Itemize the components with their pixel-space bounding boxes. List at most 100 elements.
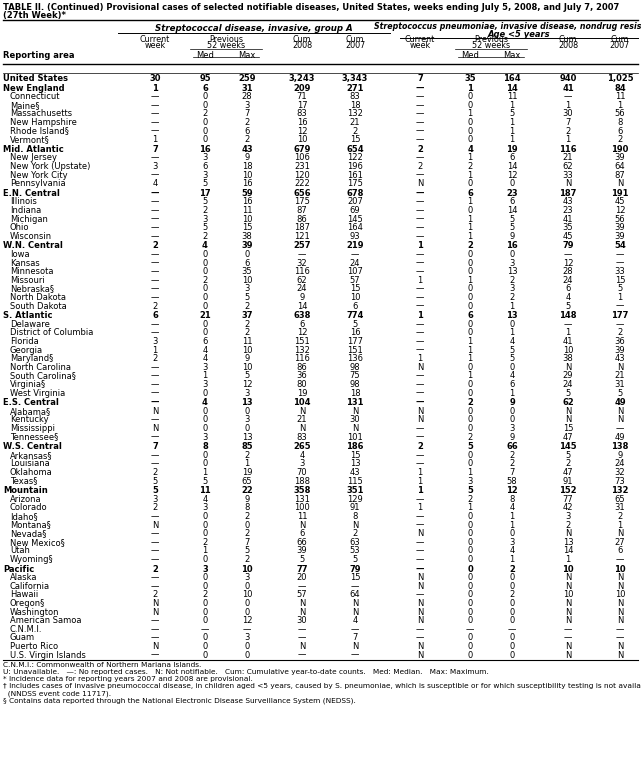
Text: Oklahoma: Oklahoma <box>10 468 53 477</box>
Text: 0: 0 <box>510 642 515 651</box>
Text: 0: 0 <box>467 650 472 660</box>
Text: N: N <box>352 424 358 433</box>
Text: 0: 0 <box>467 512 472 521</box>
Text: N: N <box>152 599 158 608</box>
Text: S. Atlantic: S. Atlantic <box>3 312 53 320</box>
Text: 1: 1 <box>467 171 472 179</box>
Text: N: N <box>352 407 358 416</box>
Text: 43: 43 <box>563 197 573 207</box>
Text: 358: 358 <box>294 486 311 495</box>
Text: —: — <box>151 388 159 398</box>
Text: —: — <box>564 320 572 329</box>
Text: N: N <box>565 608 571 617</box>
Text: 0: 0 <box>467 127 472 136</box>
Text: —: — <box>416 101 424 110</box>
Text: 5: 5 <box>152 486 158 495</box>
Text: —: — <box>416 565 424 573</box>
Text: 4: 4 <box>203 495 208 503</box>
Text: 66: 66 <box>297 538 308 547</box>
Text: 65: 65 <box>242 476 253 486</box>
Text: 1: 1 <box>417 312 423 320</box>
Text: New York City: New York City <box>10 171 67 179</box>
Text: (NNDSS event code 11717).: (NNDSS event code 11717). <box>3 690 111 697</box>
Text: Alabama§: Alabama§ <box>10 407 51 416</box>
Text: 8: 8 <box>510 495 515 503</box>
Text: 4: 4 <box>510 371 515 381</box>
Text: 2: 2 <box>244 512 249 521</box>
Text: 73: 73 <box>615 476 626 486</box>
Text: 7: 7 <box>152 442 158 451</box>
Text: 271: 271 <box>346 84 363 92</box>
Text: —: — <box>416 398 424 407</box>
Text: 13: 13 <box>563 538 573 547</box>
Text: N: N <box>352 599 358 608</box>
Text: 35: 35 <box>464 74 476 83</box>
Text: 21: 21 <box>199 312 211 320</box>
Text: 15: 15 <box>350 451 360 460</box>
Text: 1: 1 <box>565 555 570 564</box>
Text: 14: 14 <box>507 206 517 215</box>
Text: 5: 5 <box>467 486 473 495</box>
Text: 0: 0 <box>510 608 515 617</box>
Text: 64: 64 <box>350 591 360 599</box>
Text: 12: 12 <box>615 206 625 215</box>
Text: 0: 0 <box>467 608 472 617</box>
Text: 41: 41 <box>563 337 573 346</box>
Text: —: — <box>564 633 572 643</box>
Text: 1: 1 <box>203 546 208 556</box>
Text: —: — <box>416 495 424 503</box>
Text: 1: 1 <box>467 153 472 162</box>
Text: 47: 47 <box>563 468 573 477</box>
Text: 4: 4 <box>510 503 515 512</box>
Text: 49: 49 <box>615 433 625 441</box>
Text: 2: 2 <box>244 555 249 564</box>
Text: —: — <box>416 206 424 215</box>
Text: —: — <box>616 633 624 643</box>
Text: 18: 18 <box>350 101 360 110</box>
Text: 30: 30 <box>297 616 307 625</box>
Text: —: — <box>416 555 424 564</box>
Text: 52 weeks: 52 weeks <box>207 41 245 50</box>
Text: 148: 148 <box>559 312 577 320</box>
Text: 10: 10 <box>563 591 573 599</box>
Text: 0: 0 <box>244 650 249 660</box>
Text: 13: 13 <box>242 433 253 441</box>
Text: North Dakota: North Dakota <box>10 293 66 302</box>
Text: —: — <box>416 127 424 136</box>
Text: New Jersey: New Jersey <box>10 153 57 162</box>
Text: 10: 10 <box>297 135 307 145</box>
Text: 2: 2 <box>244 329 249 337</box>
Text: 24: 24 <box>350 259 360 267</box>
Text: 27: 27 <box>615 538 626 547</box>
Text: New Hampshire: New Hampshire <box>10 118 77 127</box>
Text: 59: 59 <box>241 189 253 198</box>
Text: 13: 13 <box>506 312 518 320</box>
Text: Cum: Cum <box>559 35 578 44</box>
Text: 132: 132 <box>612 486 629 495</box>
Text: 3: 3 <box>244 633 250 643</box>
Text: 4: 4 <box>353 616 358 625</box>
Text: 0: 0 <box>203 616 208 625</box>
Text: Nebraska§: Nebraska§ <box>10 284 54 294</box>
Text: 3: 3 <box>565 512 570 521</box>
Text: 2: 2 <box>509 565 515 573</box>
Text: 1: 1 <box>244 459 249 469</box>
Text: 2: 2 <box>467 398 473 407</box>
Text: 32: 32 <box>615 468 626 477</box>
Text: 4: 4 <box>153 179 158 188</box>
Text: 39: 39 <box>615 223 626 232</box>
Text: 0: 0 <box>203 118 208 127</box>
Text: 2: 2 <box>203 110 208 118</box>
Text: 58: 58 <box>506 476 517 486</box>
Text: 19: 19 <box>506 145 518 154</box>
Text: Current: Current <box>140 35 170 44</box>
Text: —: — <box>151 329 159 337</box>
Text: C.N.M.I.: Commonwealth of Northern Mariana Islands.: C.N.M.I.: Commonwealth of Northern Maria… <box>3 662 201 668</box>
Text: 22: 22 <box>241 486 253 495</box>
Text: 3: 3 <box>203 363 208 372</box>
Text: 1: 1 <box>417 242 423 250</box>
Text: —: — <box>416 284 424 294</box>
Text: 16: 16 <box>297 118 307 127</box>
Text: 1: 1 <box>510 329 515 337</box>
Text: Georgia: Georgia <box>10 346 43 354</box>
